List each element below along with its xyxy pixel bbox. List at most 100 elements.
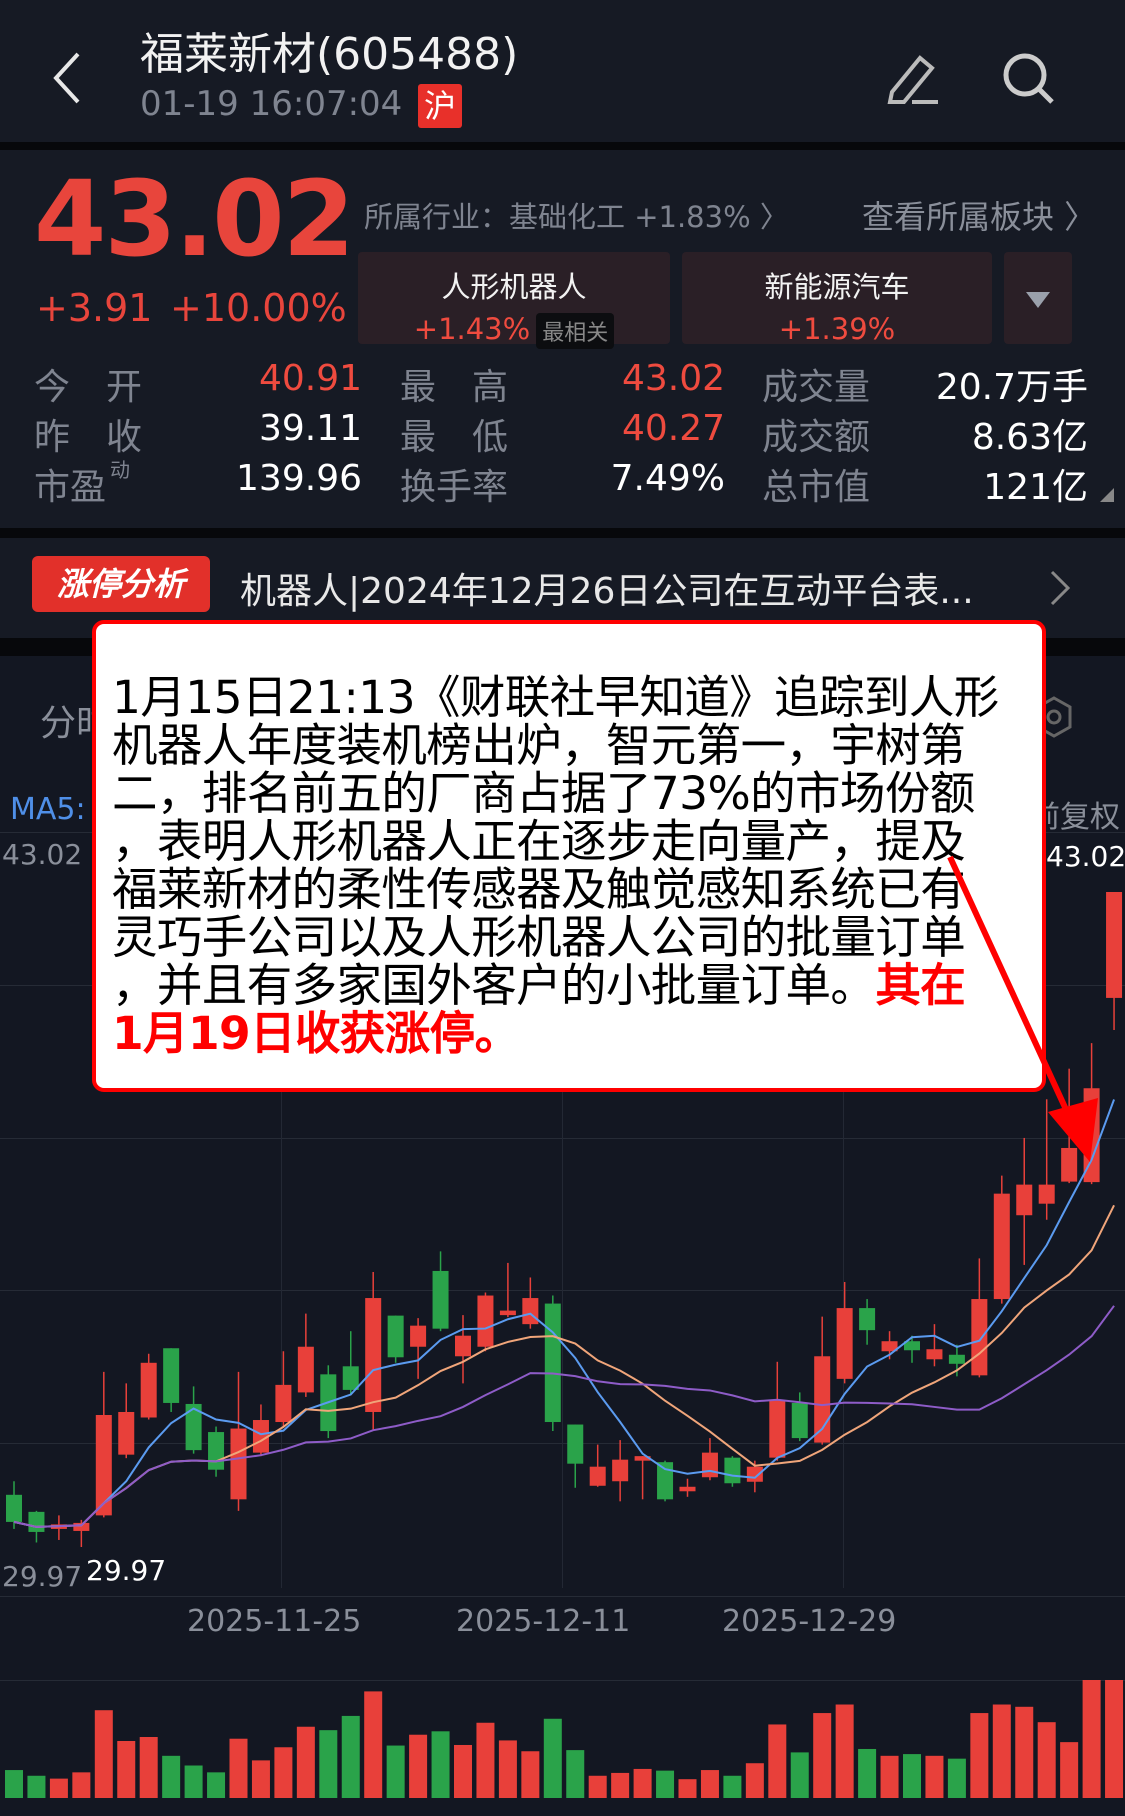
volume-bar	[678, 1779, 697, 1798]
candle-body	[365, 1298, 382, 1412]
sector-card-nev[interactable]: 新能源汽车 +1.39%	[682, 252, 992, 346]
candle-body	[230, 1428, 247, 1500]
ma5-line	[13, 1099, 1115, 1528]
stat-label: 最 高	[400, 367, 509, 408]
sector-pct: +1.43%	[413, 312, 531, 346]
popup-line: 福莱新材的柔性传感器及触觉感知系统已有	[112, 863, 966, 916]
price-min-label: 29.97	[86, 1554, 167, 1587]
stat-label: 最 低	[400, 417, 509, 458]
stat-value: 40.27	[621, 408, 725, 449]
candle-body	[73, 1522, 90, 1531]
volume-bar	[858, 1748, 877, 1798]
volume-bar	[588, 1775, 607, 1798]
date-label: 2025-11-25	[187, 1604, 362, 1639]
volume-bar	[723, 1775, 742, 1798]
axis-max-label: 43.02	[2, 838, 83, 871]
candle-body	[657, 1462, 674, 1500]
volume-bar	[409, 1734, 428, 1798]
volume-bar	[970, 1713, 989, 1798]
candle-body	[1106, 892, 1123, 998]
ma5-label: MA5:	[10, 792, 86, 827]
candle-body	[836, 1308, 853, 1379]
candle-body	[1016, 1184, 1033, 1216]
candle-body	[432, 1270, 449, 1329]
stat-label: 今 开	[34, 367, 143, 408]
candle-body	[455, 1335, 471, 1357]
sector-card-humanoid-robot[interactable]: 人形机器人 +1.43% 最相关	[358, 252, 670, 349]
volume-bar	[319, 1730, 338, 1798]
candle-body	[6, 1494, 22, 1522]
volume-bar	[454, 1744, 472, 1798]
candle-body	[1083, 1088, 1100, 1183]
popup-line: ，并且有多家国外客户的小批量订单。	[112, 959, 876, 1012]
volume-bar	[1015, 1706, 1034, 1798]
candle-body	[544, 1303, 561, 1423]
divider	[0, 142, 1125, 150]
candle-body	[904, 1341, 920, 1351]
candle-body	[208, 1432, 225, 1470]
volume-bar	[835, 1704, 854, 1798]
stat-value: 7.49%	[610, 458, 725, 499]
candle-body	[589, 1466, 606, 1486]
edit-pencil-icon[interactable]	[882, 48, 944, 108]
ma20-line	[13, 1305, 1115, 1528]
candle-body	[993, 1193, 1010, 1300]
candle-body	[118, 1411, 135, 1455]
volume-bar	[992, 1704, 1011, 1798]
volume-bar	[251, 1760, 270, 1798]
sector-pct: +1.39%	[778, 312, 896, 346]
gridline	[0, 1596, 1125, 1597]
candle-body	[701, 1452, 718, 1478]
candle-body	[1061, 1147, 1078, 1182]
gridline	[843, 860, 844, 1588]
stat-label: 成交额	[762, 417, 871, 458]
volume-bar	[27, 1775, 46, 1798]
candle-body	[28, 1511, 45, 1532]
volume-bar	[1082, 1680, 1101, 1798]
candle-body	[342, 1366, 359, 1390]
stat-label: 成交量	[762, 367, 871, 408]
quote-datetime: 01-19 16:07:04	[140, 84, 403, 124]
volume-bar	[341, 1715, 360, 1798]
candle-body	[612, 1459, 629, 1482]
chevron-right-icon[interactable]	[1048, 568, 1072, 608]
stat-label: 昨 收	[34, 417, 143, 458]
volume-bar	[476, 1722, 495, 1798]
stat-label-sup: 动	[110, 458, 130, 482]
volume-bar	[5, 1770, 23, 1798]
popup-line: ，表明人形机器人正在逐步走向量产，提及	[112, 815, 966, 868]
candle-body	[926, 1349, 943, 1360]
sector-name: 新能源汽车	[764, 270, 910, 304]
stat-label: 市盈	[34, 467, 107, 508]
dropdown-triangle-icon	[1026, 292, 1050, 308]
banner-text[interactable]: 机器人|2024年12月26日公司在互动平台表...	[240, 571, 974, 612]
volume-bar	[139, 1737, 158, 1798]
search-icon[interactable]	[1000, 50, 1060, 110]
volume-bar	[274, 1747, 293, 1798]
limit-up-analysis-badge: 涨停分析	[32, 556, 210, 612]
volume-bar	[700, 1770, 719, 1798]
sector-expand-button[interactable]	[1004, 252, 1072, 344]
view-sectors-link[interactable]: 查看所属板块 〉	[862, 198, 1097, 236]
candle-body	[477, 1295, 494, 1347]
date-label: 2025-12-11	[456, 1604, 631, 1639]
volume-bar	[790, 1752, 809, 1798]
volume-bar	[184, 1765, 203, 1798]
candle-body	[140, 1362, 157, 1418]
back-chevron-icon[interactable]	[48, 50, 88, 106]
volume-bar	[903, 1754, 921, 1798]
price-change: +3.91	[36, 286, 153, 330]
candle-body	[1038, 1184, 1055, 1204]
gridline	[281, 860, 282, 1588]
candle-body	[522, 1298, 539, 1325]
volume-bar	[207, 1772, 226, 1798]
volume-bar	[498, 1740, 517, 1798]
candle-body	[746, 1466, 763, 1482]
industry-link[interactable]: 所属行业：基础化工 +1.83% 〉	[364, 200, 789, 234]
volume-bar	[521, 1751, 540, 1798]
candle-body	[95, 1414, 112, 1516]
divider	[0, 528, 1125, 538]
volume-bar	[94, 1710, 113, 1798]
candle-body	[567, 1424, 584, 1464]
